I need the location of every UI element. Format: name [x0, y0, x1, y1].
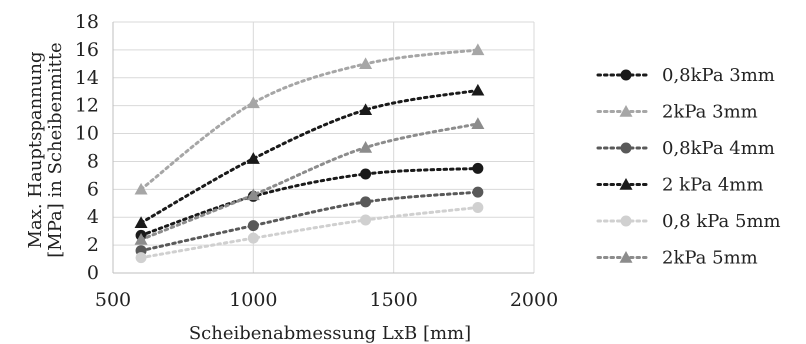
axes: 0 2 4 6 8 10 12 14 16 18 500 1000 1500 2000: [75, 11, 558, 311]
series-3: [135, 186, 484, 257]
plot-area: [134, 43, 485, 264]
data-point: [134, 216, 148, 228]
y-tick-label: 10: [75, 123, 99, 145]
legend-item: 0,8kPa 4mm: [596, 138, 775, 159]
data-point: [134, 182, 148, 195]
legend-item: 2kPa 5mm: [596, 248, 758, 269]
y-tick-label: 18: [75, 11, 99, 33]
y-tick-label: 6: [87, 178, 99, 200]
data-point: [471, 83, 485, 96]
legend-swatch-marker: [620, 215, 632, 227]
legend-label: 2kPa 5mm: [662, 248, 758, 269]
legend-item: 2kPa 3mm: [596, 102, 758, 123]
legend-swatch-marker: [620, 69, 632, 81]
data-point: [471, 117, 485, 129]
x-tick-label: 1500: [369, 289, 417, 311]
series-4: [134, 83, 485, 228]
data-point: [472, 162, 484, 174]
data-point: [247, 220, 259, 232]
data-point: [360, 214, 372, 226]
data-point: [472, 201, 484, 213]
data-point: [472, 186, 484, 198]
x-tick-label: 2000: [510, 289, 558, 311]
legend-swatch-marker: [619, 251, 633, 263]
data-point: [360, 168, 372, 180]
series-line: [139, 122, 480, 242]
legend-item: 0,8kPa 3mm: [596, 65, 775, 86]
y-axis-title-line-2: [MPa] in Scheibenmitte: [45, 42, 66, 257]
data-point: [135, 252, 147, 264]
data-point: [360, 196, 372, 208]
series-6: [134, 117, 485, 245]
series-line: [139, 190, 480, 253]
y-tick-label: 4: [87, 206, 99, 228]
series-2: [134, 43, 485, 195]
data-point: [359, 57, 373, 70]
legend-label: 0,8kPa 4mm: [662, 138, 775, 159]
legend-swatch-marker: [619, 105, 633, 117]
series-line: [139, 205, 480, 260]
data-point: [246, 188, 260, 201]
y-tick-label: 16: [75, 39, 99, 61]
y-tick-label: 0: [87, 262, 99, 284]
x-tick-label: 500: [95, 289, 131, 311]
y-axis-title-line-1: Max. Hauptspannung: [25, 52, 46, 249]
legend-item: 2 kPa 4mm: [596, 175, 763, 196]
legend-label: 2 kPa 4mm: [662, 175, 763, 196]
legend-swatch-marker: [619, 178, 633, 190]
data-point: [247, 232, 259, 244]
x-tick-label: 1000: [229, 289, 277, 311]
data-point: [246, 96, 260, 109]
series-line: [139, 48, 480, 191]
legend-label: 0,8kPa 3mm: [662, 65, 775, 86]
y-tick-label: 12: [75, 95, 99, 117]
data-point: [246, 152, 260, 164]
y-tick-label: 14: [75, 67, 99, 89]
data-point: [359, 141, 373, 153]
x-axis-title: Scheibenabmessung LxB [mm]: [189, 323, 471, 344]
legend-swatch-marker: [620, 142, 632, 154]
series-line: [139, 166, 480, 237]
y-axis-title: Max. Hauptspannung [MPa] in Scheibenmitt…: [25, 42, 66, 257]
series-5: [135, 201, 484, 264]
legend-label: 2kPa 3mm: [662, 102, 758, 123]
series-line: [139, 88, 480, 225]
legend-item: 0,8 kPa 5mm: [596, 211, 781, 232]
legend-label: 0,8 kPa 5mm: [662, 211, 781, 232]
y-tick-label: 2: [87, 234, 99, 256]
legend: 0,8kPa 3mm 2kPa 3mm 0,8kPa 4mm 2 kPa 4mm 0,8…: [596, 65, 781, 269]
data-point: [471, 43, 485, 56]
data-point: [134, 233, 148, 245]
data-point: [359, 103, 373, 116]
y-tick-label: 8: [87, 150, 99, 172]
gridlines: [113, 21, 535, 273]
